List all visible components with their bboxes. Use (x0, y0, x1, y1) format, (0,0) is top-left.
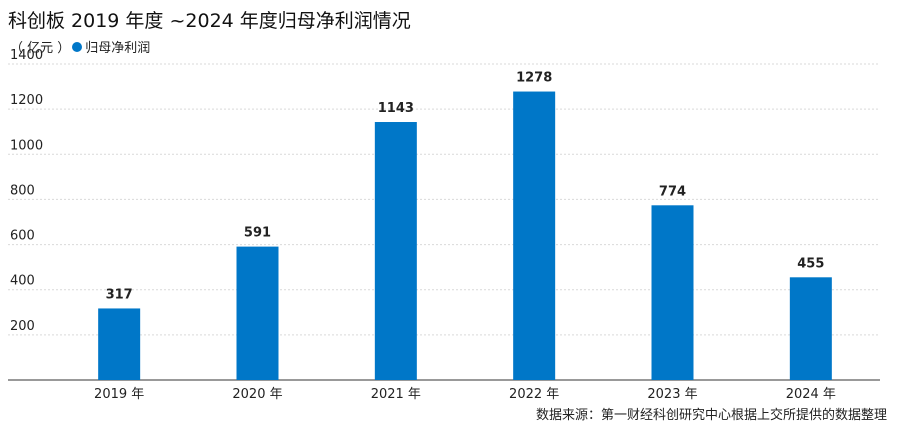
chart-title: 科创板 2019 年度 ~2024 年度归母净利润情况 (8, 10, 411, 32)
legend-swatch (72, 41, 83, 52)
y-tick-label: 400 (10, 274, 35, 289)
y-tick-label: 1000 (10, 138, 43, 153)
x-tick-label: 2023 年 (647, 387, 697, 402)
bar-value-label: 455 (797, 256, 824, 271)
legend-label: 归母净利润 (85, 41, 151, 56)
y-tick-label: 600 (10, 229, 35, 244)
bar (651, 205, 694, 380)
bar (236, 246, 279, 380)
bar (789, 277, 832, 380)
bar-value-label: 1143 (378, 101, 414, 116)
bar-value-label: 317 (106, 287, 133, 302)
y-axis-unit-label: （ 亿元 ） (10, 41, 71, 56)
x-tick-label: 2022 年 (509, 387, 559, 402)
x-tick-label: 2019 年 (94, 387, 144, 402)
bar (374, 122, 417, 380)
x-tick-label: 2024 年 (786, 387, 836, 402)
unit-and-legend-row: （ 亿元 ） 归母净利润 (10, 37, 150, 56)
bar (513, 91, 556, 380)
y-tick-label: 200 (10, 319, 35, 334)
y-tick-label: 800 (10, 183, 35, 198)
x-tick-label: 2020 年 (232, 387, 282, 402)
bar (98, 308, 141, 380)
y-tick-label: 1400 (10, 48, 43, 63)
source-note: 数据来源：第一财经科创研究中心根据上交所提供的数据整理 (535, 408, 887, 423)
bar-value-label: 1278 (516, 71, 552, 86)
bar-value-label: 591 (244, 226, 271, 241)
x-tick-label: 2021 年 (371, 387, 421, 402)
y-tick-label: 1200 (10, 93, 43, 108)
bar-value-label: 774 (659, 184, 686, 199)
